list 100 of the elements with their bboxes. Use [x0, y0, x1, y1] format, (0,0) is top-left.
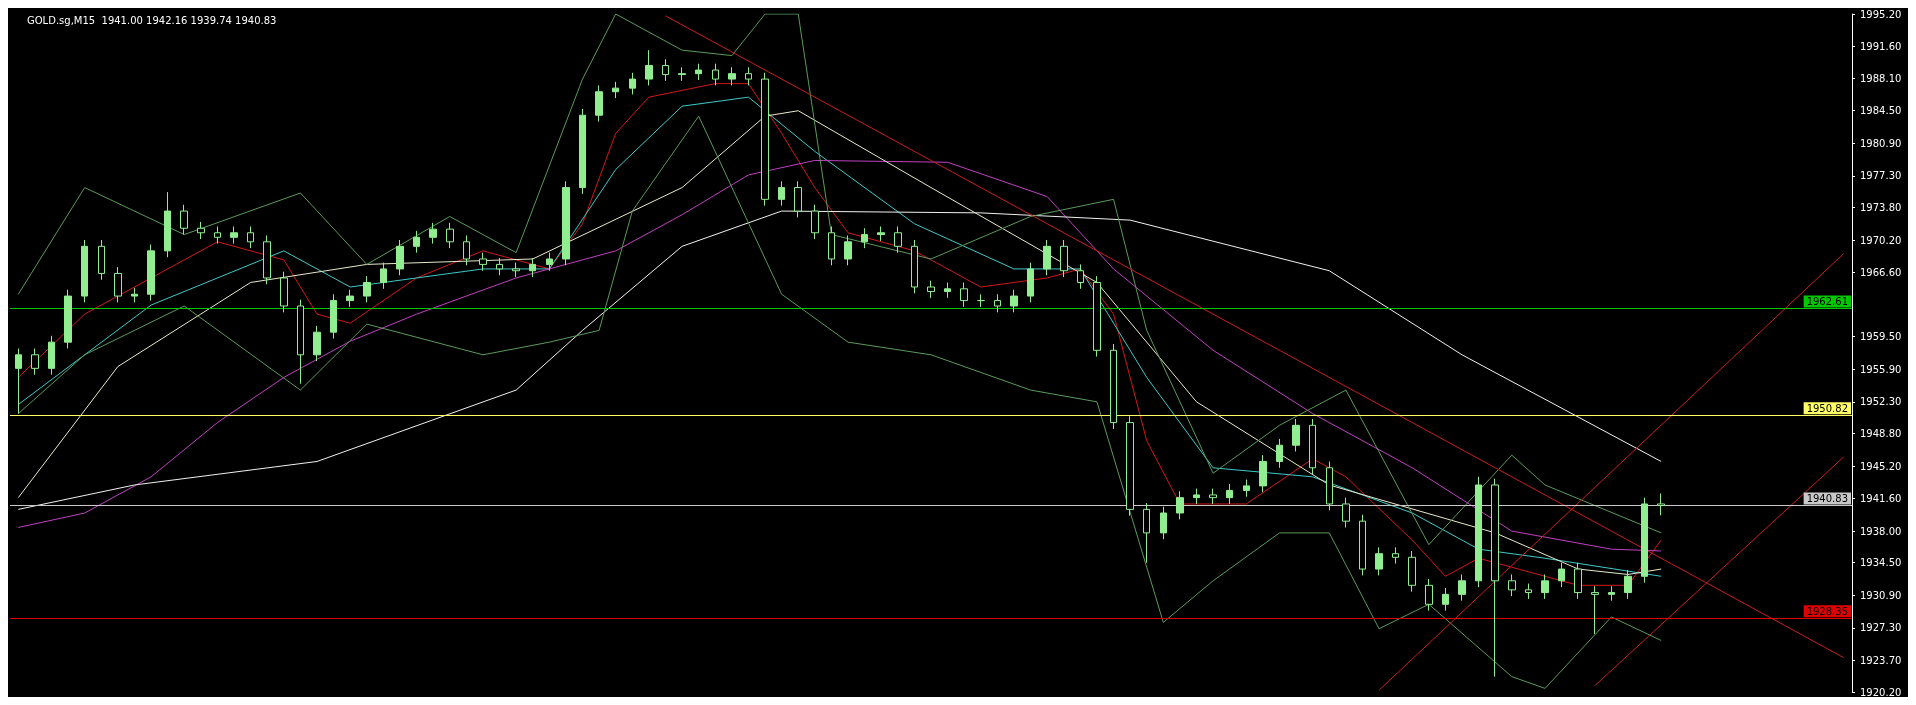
- candlestick: [612, 81, 619, 99]
- candlestick: [712, 63, 719, 86]
- ref-line-label: 1962.61: [1806, 296, 1848, 308]
- candlestick: [529, 257, 536, 278]
- candlestick: [761, 72, 769, 207]
- y-tick-label: 1984.50: [1860, 105, 1902, 117]
- candlestick: [1508, 573, 1516, 597]
- candlestick: [861, 227, 868, 249]
- candlestick: [1143, 502, 1150, 564]
- candlestick: [1591, 585, 1599, 635]
- candlestick: [546, 252, 553, 272]
- ref-line-label: 1940.83: [1806, 493, 1848, 504]
- y-tick-label: 1948.80: [1860, 427, 1902, 439]
- candlestick: [1292, 418, 1300, 453]
- candlestick: [496, 257, 503, 276]
- candlestick: [280, 271, 288, 313]
- candlestick: [180, 204, 188, 236]
- candlestick: [164, 191, 171, 258]
- candlestick: [1408, 550, 1416, 593]
- y-tick-label: 1938.00: [1860, 525, 1902, 537]
- candlestick: [512, 262, 520, 278]
- y-tick-label: 1995.20: [1860, 8, 1902, 20]
- candlestick: [844, 234, 852, 266]
- y-tick-label: 1991.60: [1860, 41, 1902, 53]
- candlestick: [1525, 583, 1532, 600]
- candlestick: [1624, 569, 1632, 600]
- candlestick: [396, 239, 404, 276]
- y-tick-label: 1934.50: [1860, 557, 1902, 569]
- candlestick: [413, 230, 420, 254]
- candlestick: [1110, 343, 1117, 430]
- y-tick-label: 1959.50: [1860, 331, 1902, 343]
- candlestick: [960, 281, 968, 308]
- candlestick: [994, 293, 1001, 313]
- candlestick: [363, 275, 371, 303]
- y-tick-label: 1955.90: [1860, 363, 1902, 375]
- candlestick: [828, 225, 835, 266]
- candlestick: [794, 180, 802, 218]
- candlestick: [1093, 275, 1101, 358]
- candlestick: [1126, 415, 1134, 517]
- candlestick: [645, 49, 653, 86]
- candlestick: [1276, 438, 1283, 469]
- line-series: [17, 13, 1662, 546]
- candlestick: [214, 225, 221, 245]
- candlestick: [131, 287, 138, 303]
- candlestick: [1425, 578, 1433, 612]
- candlestick: [1657, 492, 1665, 516]
- candlestick: [1641, 497, 1648, 584]
- ref-line-label: 1928.35: [1806, 605, 1848, 617]
- y-tick-label: 1966.60: [1860, 267, 1902, 279]
- candlestick: [48, 335, 55, 376]
- candlestick: [695, 63, 702, 81]
- candlestick: [927, 280, 935, 299]
- candlestick: [662, 58, 669, 82]
- candlestick: [595, 84, 603, 123]
- candlestick: [1442, 587, 1449, 612]
- candlestick: [1010, 289, 1018, 313]
- candlestick: [778, 180, 785, 207]
- candlestick: [98, 239, 105, 281]
- candlestick: [894, 225, 902, 254]
- candlestick: [1077, 263, 1084, 290]
- candlestick: [1160, 506, 1167, 540]
- candlestick: [1342, 497, 1350, 528]
- candlestick: [64, 289, 72, 349]
- candlestick: [1558, 562, 1565, 588]
- candlestick: [1359, 514, 1366, 576]
- candlestick: [1043, 239, 1051, 276]
- y-tick-label: 1973.80: [1860, 201, 1902, 213]
- candlestick: [1375, 546, 1383, 576]
- candlestick: [346, 289, 354, 308]
- chart-title: GOLD.sg,M15 1941.00 1942.16 1939.74 1940.83: [27, 14, 277, 26]
- candlestick: [1259, 454, 1267, 493]
- candlestick: [1574, 562, 1582, 600]
- candlestick: [15, 347, 22, 415]
- candlestick: [330, 293, 337, 340]
- candlestick: [147, 244, 155, 302]
- y-tick-label: 1977.30: [1860, 170, 1902, 182]
- line-series: [17, 115, 1662, 689]
- candlestick: [197, 221, 205, 240]
- candlestick: [263, 234, 271, 285]
- candlestick: [297, 299, 304, 385]
- line-series: [17, 159, 1662, 552]
- candlestick: [479, 252, 487, 272]
- y-tick-label: 1930.90: [1860, 589, 1902, 601]
- candlestick: [1027, 262, 1034, 303]
- candlestick: [977, 293, 985, 308]
- y-tick-label: 1923.70: [1860, 654, 1902, 666]
- candlestick: [1209, 488, 1217, 505]
- candlestick: [1392, 546, 1399, 565]
- candlestick: [629, 72, 636, 95]
- candlestick: [911, 239, 918, 294]
- y-tick-label: 1952.30: [1860, 396, 1902, 408]
- candlestick: [380, 262, 387, 290]
- candlestick: [877, 225, 885, 242]
- candlestick: [1243, 479, 1250, 498]
- candlestick: [562, 180, 570, 266]
- line-series: [17, 210, 1662, 510]
- candlestick: [579, 108, 586, 195]
- candlestick: [944, 281, 951, 299]
- candlestick: [446, 222, 454, 249]
- candlestick: [81, 239, 88, 303]
